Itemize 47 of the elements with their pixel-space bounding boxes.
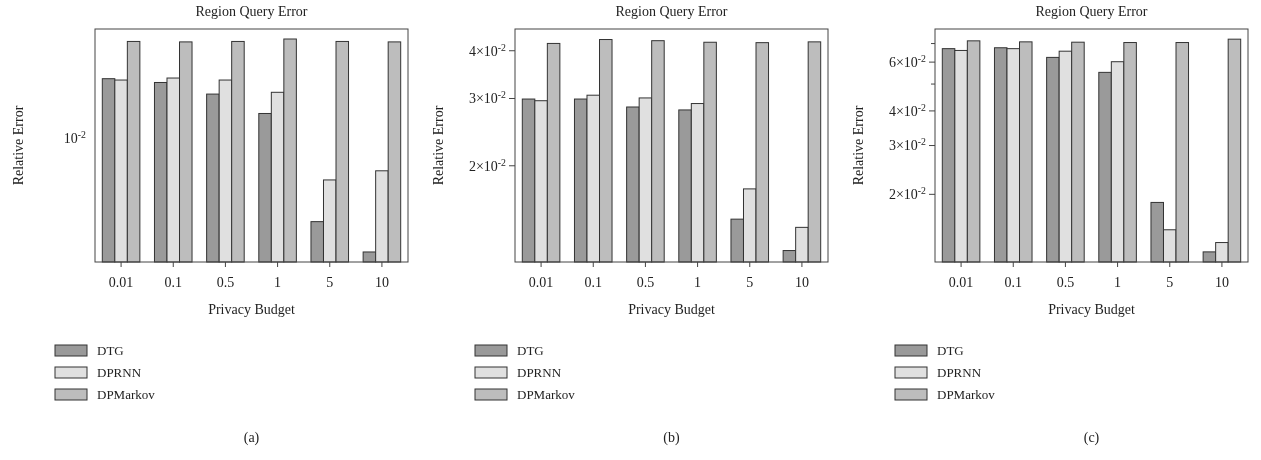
x-tick-label: 0.1 [584,275,602,290]
legend-label: DTG [937,343,964,358]
x-tick-label: 0.5 [1056,275,1075,290]
x-tick-label: 1 [1114,275,1122,290]
x-axis-title: Privacy Budget [208,302,295,317]
y-axis-title: Relative Error [431,105,446,186]
legend-label: DPRNN [517,365,562,380]
x-tick-label: 0.1 [164,275,182,290]
text: (a) [243,430,260,446]
x-tick-label: 1 [274,275,282,290]
legend-label: DTG [517,343,544,358]
x-tick-label: 5 [746,275,754,290]
x-axis-title: Privacy Budget [628,302,715,317]
x-tick-label: 0.5 [636,275,655,290]
chart-title: Region Query Error [195,4,308,19]
x-tick-label: 5 [326,275,334,290]
x-tick-label: 0.01 [108,275,134,290]
x-tick-label: 10 [1214,275,1229,290]
x-tick-label: 1 [694,275,702,290]
x-tick-label: 5 [1166,275,1174,290]
legend-label: DTG [97,343,124,358]
text: (c) [1083,430,1100,446]
y-tick-label: 2×10$^{-2}$ [888,184,927,203]
legend-label: DPRNN [97,365,142,380]
legend-label: DPMarkov [97,387,156,402]
legend-label: DPMarkov [517,387,576,402]
x-tick-label: 0.1 [1004,275,1022,290]
x-axis-title: Privacy Budget [1048,302,1135,317]
legend-label: DPRNN [937,365,982,380]
y-tick-label: 4×10$^{-2}$ [468,41,507,59]
text: 10$^{-2}$ [63,128,87,146]
y-tick-label: 3×10$^{-2}$ [468,88,507,107]
x-tick-label: 0.01 [948,275,974,290]
x-tick-label: 0.5 [216,275,235,290]
x-tick-label: 10 [794,275,809,290]
y-axis-title: Relative Error [851,105,866,186]
legend-label: DPMarkov [937,387,996,402]
y-tick-label: 4×10$^{-2}$ [888,101,927,119]
text: (b) [663,430,680,446]
x-tick-label: 10 [374,275,389,290]
y-tick-label: 6×10$^{-2}$ [888,52,927,71]
x-tick-label: 0.01 [528,275,554,290]
y-tick-label: 2×10$^{-2}$ [468,156,507,174]
chart-title: Region Query Error [1035,4,1148,19]
y-tick-label: 3×10$^{-2}$ [888,135,927,154]
y-axis-title: Relative Error [11,105,26,186]
chart-title: Region Query Error [615,4,728,19]
